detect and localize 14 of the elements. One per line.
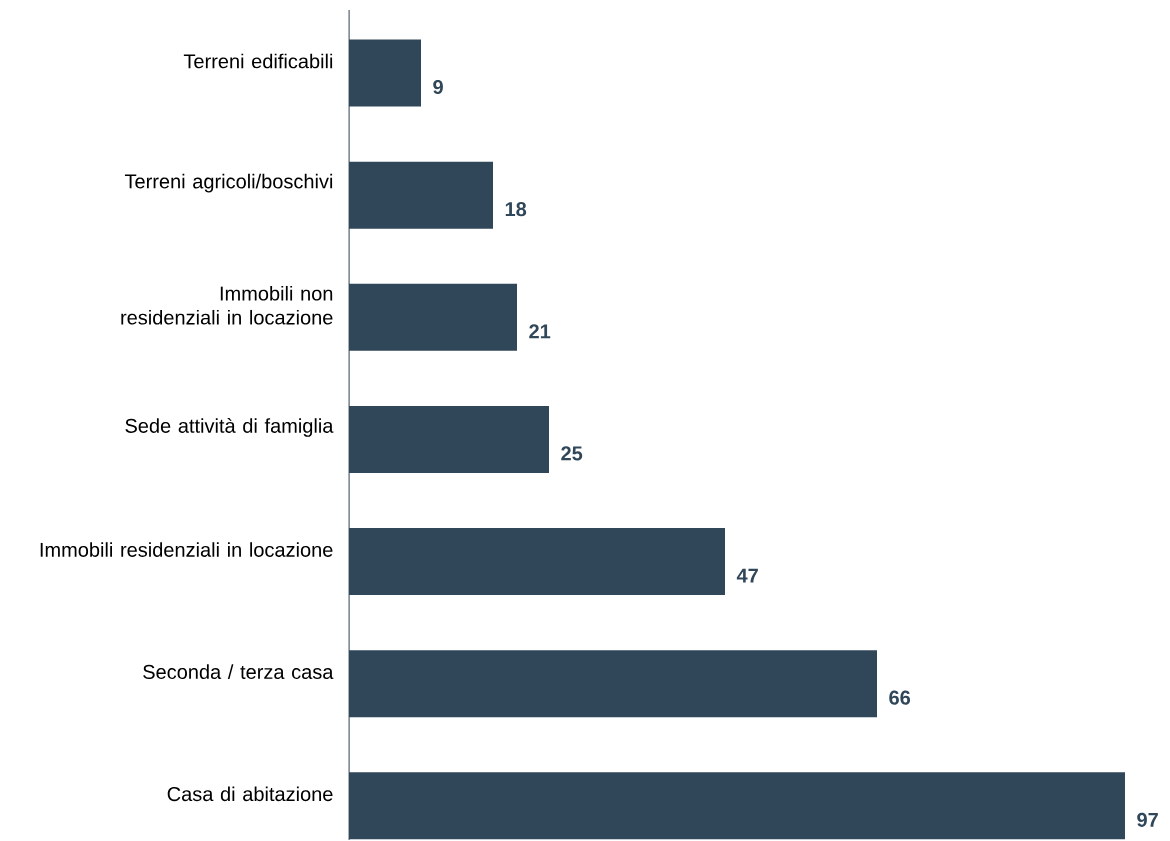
data-label: 9 [433,80,443,95]
y-tick-label: Immobili non residenziali in locazione [121,286,333,325]
y-tick-label: Sede attività di famiglia [125,418,334,438]
data-label: 25 [561,446,583,461]
y-tick-label: Terreni agricoli/boschivi [124,174,333,193]
y-tick-label: Terreni edificabili [183,53,333,69]
y-tick-label: Immobili residenziali in locazione [40,542,333,558]
y-tick-label: Casa di abitazione [167,786,333,802]
data-label: 18 [505,202,527,217]
data-label: 47 [736,568,758,583]
y-tick-label: Seconda / terza casa [143,664,334,680]
data-label: 21 [529,324,551,339]
data-label: 66 [889,690,911,705]
data-label: 97 [1137,812,1158,828]
